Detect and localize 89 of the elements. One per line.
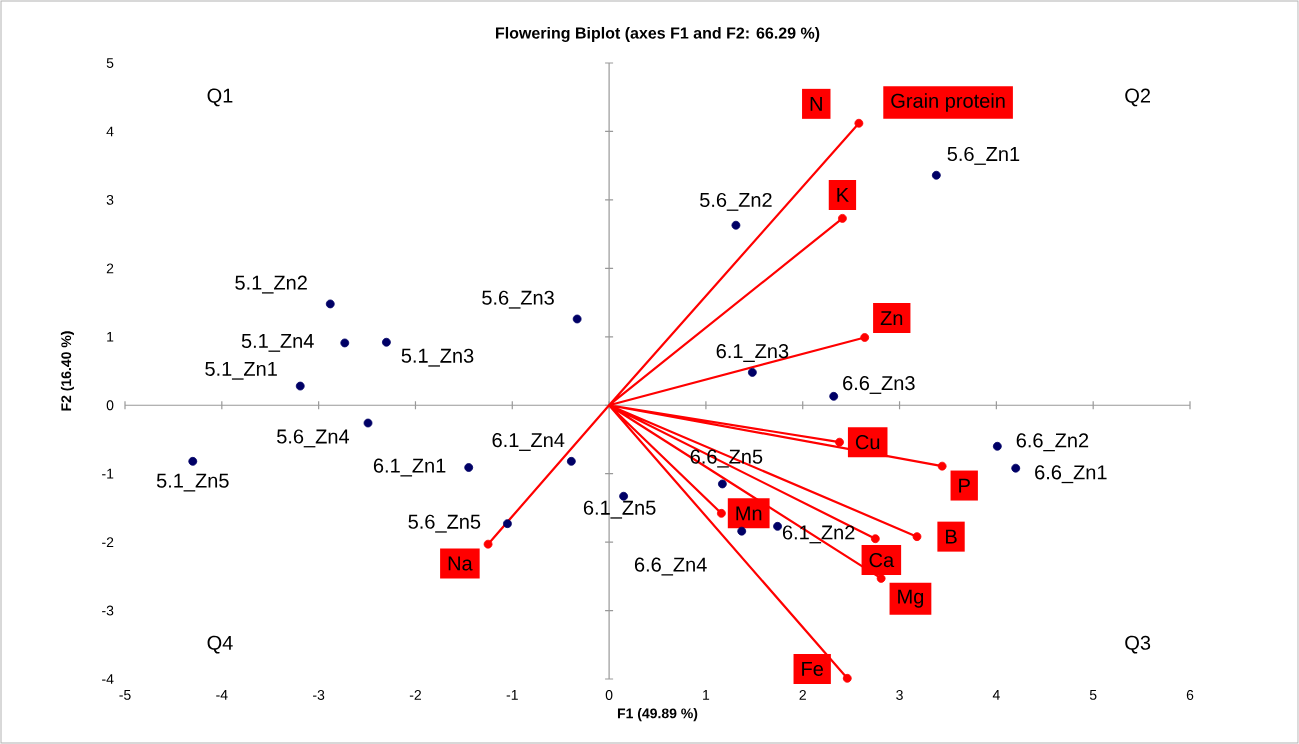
point	[1011, 463, 1021, 473]
annotation: Cu	[855, 435, 880, 450]
annotation: 5.6_Zn3	[482, 290, 554, 309]
y-tick-label: 3	[106, 194, 114, 205]
annotation: Q3	[1125, 635, 1151, 654]
y-tick-label: 5	[106, 58, 114, 68]
point	[737, 526, 747, 536]
annotation: 5.6_Zn2	[700, 192, 772, 211]
point	[992, 441, 1002, 451]
point	[363, 418, 373, 428]
annotation: K	[837, 188, 849, 202]
annotation: 6.1_Zn1	[373, 458, 446, 477]
point	[870, 534, 880, 544]
annotation: 6.1_Zn4	[492, 433, 565, 451]
annotation: 6.6_Zn3	[843, 376, 915, 394]
annotation: Fe	[802, 661, 823, 676]
point	[773, 521, 782, 531]
annotation: 6.1_Zn5	[583, 500, 656, 519]
annotation: 6.6_Zn2	[1016, 433, 1089, 452]
point	[860, 333, 870, 342]
annotation: Q4	[207, 635, 233, 654]
y-tick-label: -3	[102, 605, 114, 616]
annotation: 5.1_Zn5	[156, 473, 229, 492]
point	[295, 381, 305, 391]
annotation: Q1	[207, 88, 233, 107]
y-tick-label: -2	[102, 537, 114, 547]
point	[483, 539, 493, 549]
x-tick-label: -3	[313, 690, 325, 700]
x-tick-label: 3	[896, 690, 903, 700]
point	[382, 337, 391, 347]
annotation: 6.6_Zn1	[1035, 465, 1107, 484]
annotation: B	[946, 529, 957, 544]
x-tick-label: 1	[703, 690, 710, 700]
point	[340, 338, 350, 348]
y-tick-label: -1	[102, 468, 114, 479]
annotation: 5.6_Zn4	[277, 429, 350, 448]
y-tick-label: -4	[102, 674, 114, 684]
annotation: Ca	[869, 553, 895, 568]
point	[503, 519, 512, 529]
point	[464, 463, 474, 472]
y-tick-label: 1	[107, 331, 114, 342]
annotation: P	[959, 478, 970, 493]
annotation: 5.6_Zn1	[947, 146, 1020, 165]
annotation: Mg	[898, 589, 924, 608]
annotation: Na	[448, 556, 473, 571]
y-tick-label: 4	[106, 126, 114, 137]
point	[188, 456, 198, 466]
annotation: 5.1_Zn2	[235, 275, 307, 294]
point	[619, 491, 629, 501]
annotation: Grain protein	[891, 93, 1005, 112]
annotation: Mn	[736, 506, 762, 521]
point	[835, 437, 844, 447]
x-tick-label: 2	[799, 690, 806, 700]
point	[747, 367, 757, 377]
annotation: 5.1_Zn4	[241, 334, 314, 352]
point	[566, 456, 576, 466]
point	[842, 673, 852, 683]
x-tick-label: -1	[506, 690, 518, 700]
point	[572, 314, 582, 324]
point	[717, 508, 726, 518]
point	[937, 461, 947, 471]
point	[912, 532, 922, 542]
point	[931, 170, 941, 180]
x-tick-label: -4	[216, 690, 228, 700]
y-axis-title: F2 (16.40 %)	[60, 331, 74, 411]
point	[731, 220, 741, 230]
y-tick-label: 2	[106, 263, 114, 274]
annotation: Zn	[880, 311, 903, 325]
annotation: Q2	[1125, 88, 1150, 107]
annotation: 6.1_Zn3	[716, 344, 789, 362]
point	[854, 118, 864, 128]
point	[325, 299, 335, 309]
x-tick-label: 0	[605, 690, 613, 700]
point	[717, 479, 727, 489]
annotation: 5.6_Zn5	[408, 514, 481, 533]
annotation: 5.1_Zn3	[401, 348, 474, 367]
point	[838, 213, 847, 223]
x-tick-label: 6	[1186, 690, 1194, 700]
annotation: N	[810, 96, 822, 111]
point	[829, 391, 839, 401]
x-tick-label: -5	[119, 690, 131, 700]
x-tick-label: 4	[992, 690, 1000, 700]
annotation: 6.6_Zn4	[634, 557, 707, 576]
x-axis-title: F1 (49.89 %)	[617, 708, 698, 722]
annotation: 5.1_Zn1	[205, 361, 277, 380]
x-tick-label: -2	[409, 690, 421, 700]
chart-title: Flowering Biplot (axes F1 and F2: 66.29 %)	[496, 26, 820, 42]
x-tick-label: 5	[1089, 690, 1097, 700]
y-tick-label: 0	[106, 400, 114, 411]
